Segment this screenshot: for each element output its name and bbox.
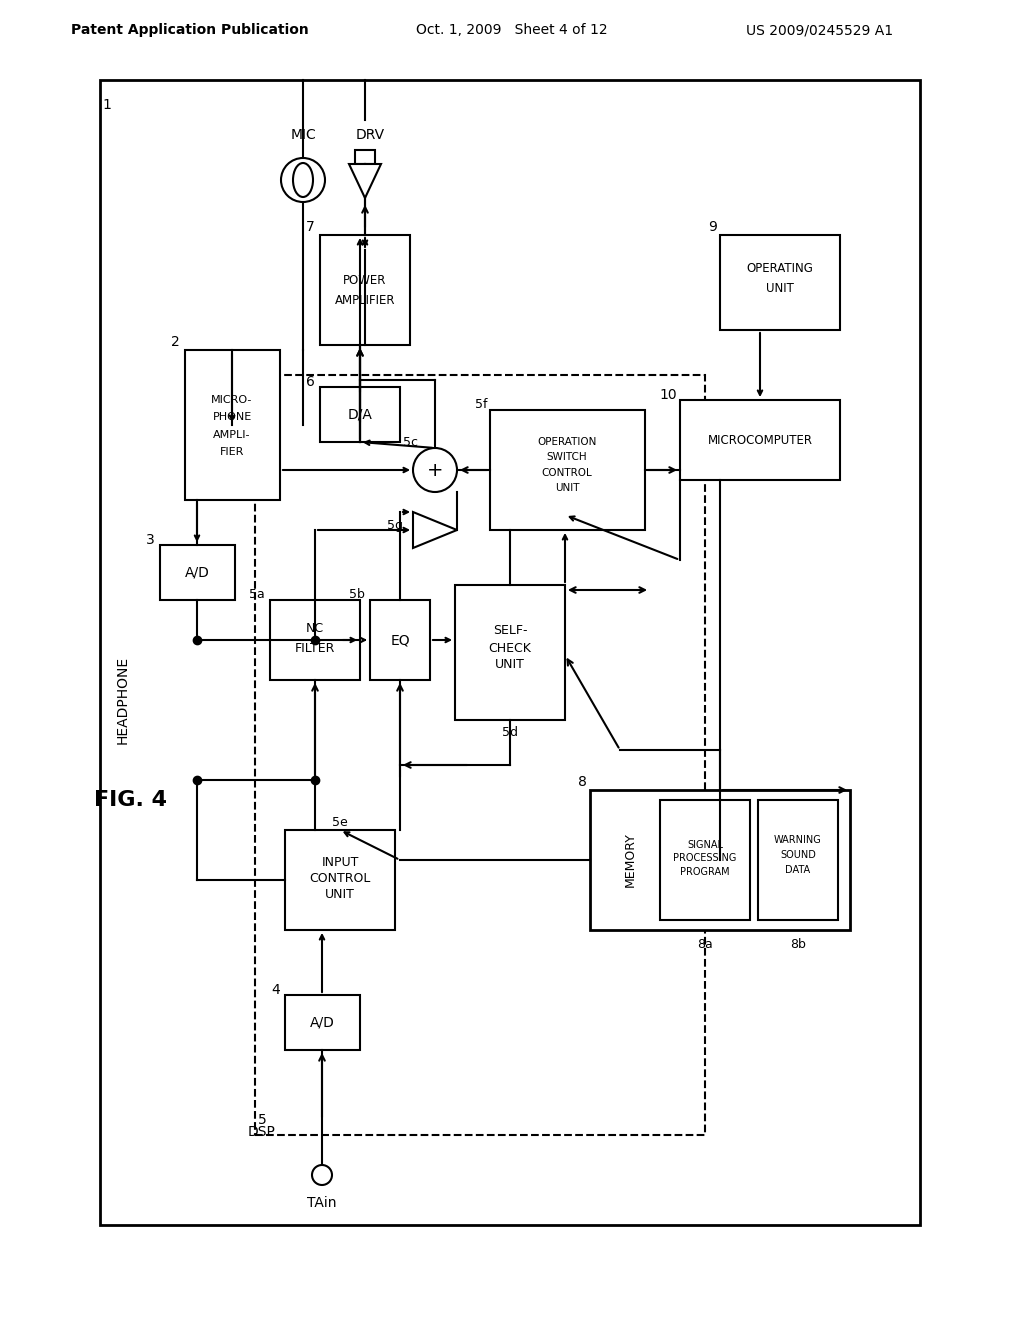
Text: POWER: POWER: [343, 273, 387, 286]
Text: 10: 10: [659, 388, 677, 403]
Text: +: +: [427, 461, 443, 479]
Text: EQ: EQ: [390, 634, 410, 647]
Bar: [455, 585, 565, 719]
Text: 2: 2: [171, 335, 180, 348]
Bar: [270, 601, 360, 680]
Bar: [319, 235, 410, 345]
Text: 4: 4: [271, 983, 280, 997]
Text: 8a: 8a: [697, 939, 713, 952]
Text: SELF-: SELF-: [493, 624, 527, 638]
Text: DATA: DATA: [785, 865, 811, 875]
Bar: [100, 81, 920, 1225]
Circle shape: [312, 1166, 332, 1185]
Text: US 2009/0245529 A1: US 2009/0245529 A1: [746, 22, 894, 37]
Text: UNIT: UNIT: [495, 659, 525, 672]
Bar: [720, 235, 840, 330]
Text: PROGRAM: PROGRAM: [680, 867, 730, 876]
Bar: [285, 995, 360, 1049]
Bar: [590, 789, 850, 931]
Text: A/D: A/D: [184, 566, 210, 579]
Text: CONTROL: CONTROL: [309, 871, 371, 884]
Text: 5b: 5b: [349, 589, 365, 602]
Text: SIGNAL: SIGNAL: [687, 840, 723, 850]
Bar: [160, 545, 234, 601]
Text: HEADPHONE: HEADPHONE: [116, 656, 130, 744]
Bar: [370, 601, 430, 680]
Text: CHECK: CHECK: [488, 642, 531, 655]
Polygon shape: [413, 512, 457, 548]
Bar: [285, 830, 395, 931]
Text: 8b: 8b: [791, 939, 806, 952]
Text: NC: NC: [306, 622, 324, 635]
Text: SOUND: SOUND: [780, 850, 816, 861]
Text: DRV: DRV: [355, 128, 385, 143]
Bar: [255, 375, 705, 1135]
Bar: [185, 350, 280, 500]
Text: Oct. 1, 2009   Sheet 4 of 12: Oct. 1, 2009 Sheet 4 of 12: [416, 22, 608, 37]
Bar: [319, 387, 400, 442]
Text: DSP: DSP: [248, 1125, 275, 1139]
Text: OPERATION: OPERATION: [538, 437, 597, 447]
Text: 5a: 5a: [249, 589, 265, 602]
Text: 5e: 5e: [332, 816, 348, 829]
Text: PHONE: PHONE: [212, 412, 252, 422]
Text: Patent Application Publication: Patent Application Publication: [71, 22, 309, 37]
Text: UNIT: UNIT: [325, 887, 355, 900]
Text: MEMORY: MEMORY: [624, 833, 637, 887]
Text: FIER: FIER: [220, 447, 244, 457]
Text: A/D: A/D: [309, 1016, 335, 1030]
Circle shape: [413, 447, 457, 492]
Text: 9: 9: [709, 220, 717, 234]
Text: 5: 5: [258, 1113, 266, 1127]
Text: AMPLIFIER: AMPLIFIER: [335, 293, 395, 306]
Text: 5d: 5d: [502, 726, 518, 738]
Text: FIG. 4: FIG. 4: [93, 789, 167, 810]
Text: 1: 1: [102, 98, 112, 112]
Text: D/A: D/A: [347, 408, 373, 422]
Text: PROCESSING: PROCESSING: [674, 853, 736, 863]
Text: 7: 7: [306, 220, 315, 234]
Text: FILTER: FILTER: [295, 642, 335, 655]
Text: MICRO-: MICRO-: [211, 395, 253, 405]
Text: MIC: MIC: [290, 128, 315, 143]
Text: 6: 6: [306, 375, 315, 389]
Text: 5g: 5g: [387, 519, 403, 532]
Text: 8: 8: [579, 775, 587, 789]
Text: 3: 3: [146, 533, 155, 546]
Text: INPUT: INPUT: [322, 855, 358, 869]
Bar: [355, 150, 375, 164]
Text: 5c: 5c: [402, 437, 418, 450]
Bar: [660, 800, 750, 920]
Text: 5f: 5f: [474, 399, 487, 412]
Bar: [680, 400, 840, 480]
Text: CONTROL: CONTROL: [542, 469, 592, 478]
Text: UNIT: UNIT: [766, 281, 794, 294]
Text: MICROCOMPUTER: MICROCOMPUTER: [708, 433, 812, 446]
Text: AMPLI-: AMPLI-: [213, 430, 251, 440]
Text: TAin: TAin: [307, 1196, 337, 1210]
Text: OPERATING: OPERATING: [746, 261, 813, 275]
Bar: [490, 411, 645, 531]
Text: WARNING: WARNING: [774, 836, 822, 845]
Bar: [758, 800, 838, 920]
Text: UNIT: UNIT: [555, 483, 580, 492]
Polygon shape: [349, 164, 381, 198]
Circle shape: [281, 158, 325, 202]
Text: SWITCH: SWITCH: [547, 451, 588, 462]
